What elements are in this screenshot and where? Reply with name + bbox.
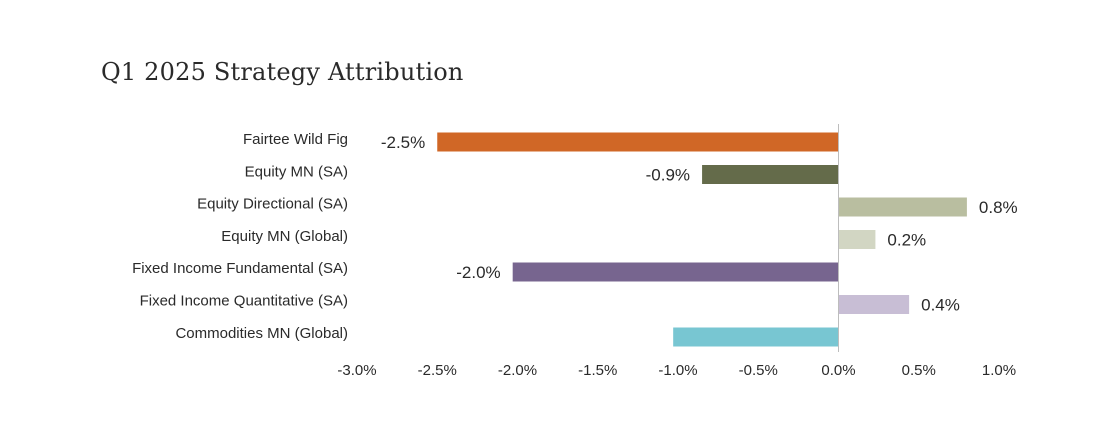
category-label-2: Equity Directional (SA) [197, 196, 348, 213]
category-label-6: Commodities MN (Global) [175, 325, 348, 342]
bar-2 [838, 197, 967, 217]
bar-3 [838, 230, 876, 249]
category-labels: Fairtee Wild Fig Equity MN (SA) Equity Dir… [132, 131, 348, 342]
data-label-1: -0.9% [646, 166, 690, 185]
category-label-0: Fairtee Wild Fig [243, 131, 348, 148]
chart-title: Q1 2025 Strategy Attribution [101, 58, 464, 86]
bar-1 [702, 165, 839, 184]
bar-6 [673, 327, 839, 347]
data-labels: -2.5% -0.9% 0.8% 0.2% -2.0% 0.4% [381, 133, 1018, 315]
category-label-3: Equity MN (Global) [221, 228, 348, 245]
bar-4 [512, 262, 839, 282]
x-tick-label-4: -1.0% [658, 362, 697, 379]
category-label-4: Fixed Income Fundamental (SA) [132, 260, 348, 277]
x-tick-label-1: -2.5% [418, 362, 457, 379]
bar-5 [838, 295, 910, 314]
x-tick-label-5: -0.5% [739, 362, 778, 379]
data-label-2: 0.8% [979, 198, 1018, 217]
x-tick-label-6: 0.0% [821, 362, 855, 379]
data-label-4: -2.0% [456, 263, 500, 282]
category-label-5: Fixed Income Quantitative (SA) [140, 293, 348, 310]
x-tick-label-3: -1.5% [578, 362, 617, 379]
category-label-1: Equity MN (SA) [245, 163, 348, 180]
data-label-5: 0.4% [921, 296, 960, 315]
x-tick-labels: -3.0% -2.5% -2.0% -1.5% -1.0% -0.5% 0.0% 0.5% 1.… [337, 362, 1016, 379]
data-label-0: -2.5% [381, 133, 425, 152]
x-tick-label-0: -3.0% [337, 362, 376, 379]
x-tick-label-8: 1.0% [982, 362, 1016, 379]
x-tick-label-2: -2.0% [498, 362, 537, 379]
x-tick-label-7: 0.5% [902, 362, 936, 379]
bar-0 [437, 132, 839, 152]
data-label-3: 0.2% [887, 231, 926, 250]
bars-group [437, 132, 967, 347]
